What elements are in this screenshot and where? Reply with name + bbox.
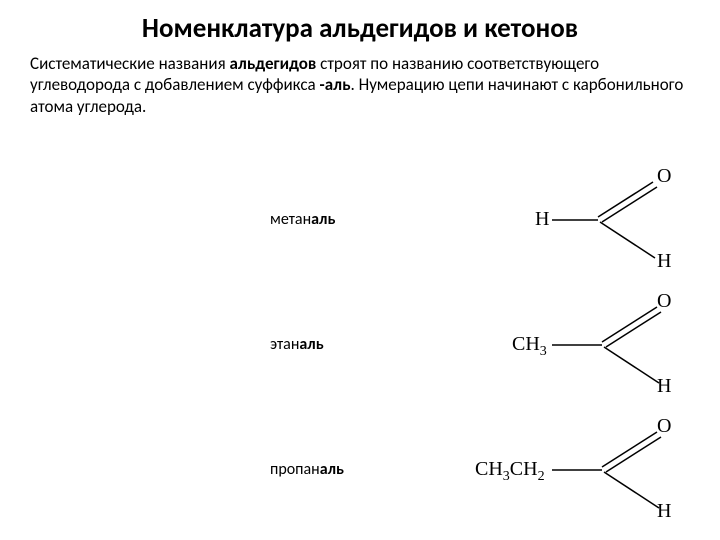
compound-label-1: метаналь — [270, 210, 335, 229]
page-title: Номенклатура альдегидов и кетонов — [0, 0, 720, 53]
para-prefix: Систематические названия — [30, 53, 229, 74]
compound-2-bonds — [552, 295, 672, 395]
compound-label-2: этаналь — [270, 335, 324, 354]
compound-2-suf: аль — [299, 335, 323, 354]
compound-label-3: пропаналь — [270, 460, 344, 479]
para-bold2: -аль — [320, 74, 351, 95]
compound-1-pre: метан — [270, 210, 311, 229]
compound-3-bonds — [552, 420, 672, 520]
compound-3-pre: пропан — [270, 460, 320, 479]
compound-2-pre: этан — [270, 335, 299, 354]
compound-2-leftgroup: CH3 — [512, 333, 547, 360]
compound-3-suf: аль — [320, 460, 344, 479]
compound-3-leftgroup: CH3CH2 — [475, 458, 545, 485]
intro-paragraph: Систематические названия альдегидов стро… — [0, 53, 720, 127]
compound-1-bonds — [548, 170, 668, 270]
para-bold1: альдегидов — [229, 53, 316, 74]
compound-1-suf: аль — [311, 210, 335, 229]
